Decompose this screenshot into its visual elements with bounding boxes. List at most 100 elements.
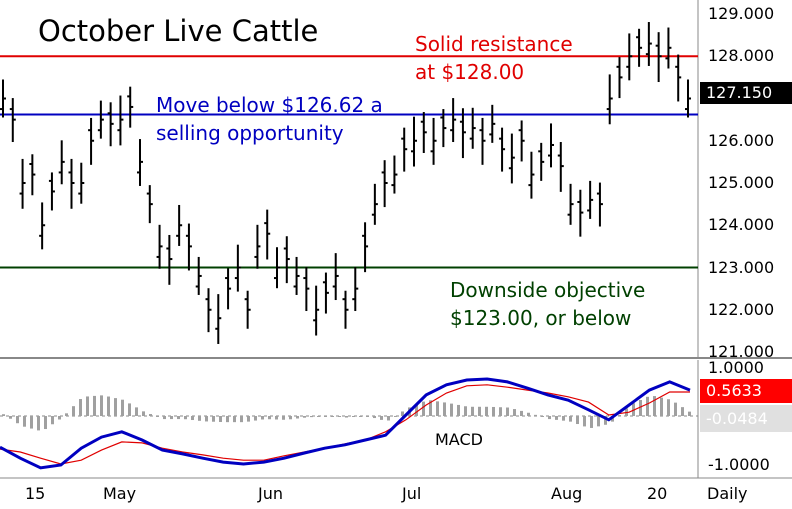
macd-histogram-bar (156, 416, 159, 417)
sell-label-1: Move below $126.62 a (156, 93, 383, 117)
period-label[interactable]: Daily (707, 484, 748, 503)
macd-histogram-bar (86, 396, 89, 416)
macd-histogram-bar (506, 407, 509, 416)
macd-histogram-bar (387, 416, 390, 421)
signal-line (0, 384, 690, 465)
macd-histogram-bar (464, 406, 467, 416)
macd-histogram-bar (233, 416, 236, 423)
macd-histogram-bar (9, 416, 12, 419)
macd-histogram-bar (219, 416, 222, 422)
macd-histogram-bar (527, 412, 530, 416)
macd-histogram-bar (324, 416, 327, 417)
price-ytick: 124.000 (708, 215, 775, 235)
macd-histogram-bar (212, 416, 215, 422)
macd-histogram-bar (128, 403, 131, 416)
macd-histogram-bar (142, 411, 145, 416)
macd-histogram-bar (429, 400, 432, 416)
price-ytick: 123.000 (708, 257, 775, 277)
macd-histogram-bar (268, 416, 271, 420)
macd-histogram-bar (352, 416, 355, 418)
macd-histogram-bar (548, 416, 551, 420)
macd-histogram-bar (317, 416, 320, 417)
macd-histogram-bar (646, 396, 649, 416)
macd-histogram-bar (415, 404, 418, 416)
macd-histogram-bar (373, 416, 376, 419)
macd-histogram-bar (555, 416, 558, 420)
resistance-label-2: at $128.00 (415, 60, 525, 84)
last-price-badge: 127.150 (700, 82, 792, 104)
macd-histogram-bar (660, 397, 663, 416)
macd-histogram-bar (177, 416, 180, 420)
macd-histogram-bar (226, 416, 229, 423)
macd-histogram-bar (310, 416, 313, 418)
macd-histogram-bar (296, 416, 299, 419)
macd-histogram-bar (275, 416, 278, 420)
signal-value-badge: -0.0484 (700, 405, 792, 432)
objective-label-2: $123.00, or below (450, 306, 632, 330)
macd-histogram-bar (394, 415, 397, 417)
macd-histogram-bar (198, 416, 201, 421)
macd-label: MACD (435, 430, 483, 449)
macd-histogram-bar (65, 413, 68, 416)
macd-histogram-bar (443, 402, 446, 416)
macd-histogram-bar (2, 414, 5, 416)
xtick-may: May (103, 484, 137, 503)
price-ytick: 129.000 (708, 4, 775, 23)
macd-histogram-bar (681, 407, 684, 416)
macd-histogram-bar (331, 416, 334, 417)
macd-histogram-bar (674, 402, 677, 416)
macd-histogram-bar (79, 399, 82, 416)
macd-histogram-bar (576, 416, 579, 425)
macd-histogram-bar (282, 416, 285, 420)
macd-histogram-bar (205, 416, 208, 422)
price-ytick: 128.000 (708, 46, 775, 66)
macd-histogram-bar (401, 411, 404, 416)
macd-histogram-bar (93, 395, 96, 416)
macd-histogram-bar (653, 396, 656, 416)
macd-histogram-bar (366, 416, 369, 417)
macd-histogram-bar (541, 416, 544, 417)
macd-histogram-bar (583, 416, 586, 427)
macd-histogram-bar (107, 396, 110, 416)
macd-histogram-bar (44, 416, 47, 430)
macd-histogram-bar (149, 414, 152, 416)
macd-histogram-bar (485, 406, 488, 416)
macd-ytick-bottom: -1.0000 (708, 455, 770, 474)
macd-histogram-bar (499, 407, 502, 416)
macd-histogram-bar (569, 416, 572, 422)
macd-histogram-bar (261, 416, 264, 420)
macd-histogram-bar (289, 416, 292, 420)
macd-histogram-bar (303, 416, 306, 418)
xtick-15: 15 (25, 484, 46, 503)
macd-histogram-bar (688, 411, 691, 416)
sell-label-2: selling opportunity (156, 121, 344, 145)
macd-histogram-bar (184, 416, 187, 420)
macd-histogram-bar (191, 416, 194, 421)
price-ytick: 126.000 (708, 130, 775, 150)
macd-histogram-bar (345, 416, 348, 418)
xtick-jul: Jul (402, 484, 422, 503)
macd-histogram-bar (457, 404, 460, 416)
xtick-aug: Aug (551, 484, 583, 503)
macd-histogram-bar (513, 409, 516, 416)
macd-histogram-bar (58, 416, 61, 420)
price-ytick: 121.000 (708, 342, 775, 361)
macd-histogram-bar (590, 416, 593, 428)
macd-histogram-bar (16, 416, 19, 424)
xtick-20: 20 (647, 484, 668, 503)
macd-histogram-bar (436, 401, 439, 416)
macd-histogram-bar (338, 416, 341, 418)
macd-histogram-bar (618, 414, 621, 416)
macd-histogram-bar (100, 395, 103, 416)
xtick-jun: Jun (258, 484, 283, 503)
macd-histogram-bar (597, 416, 600, 427)
macd-histogram-bar (604, 416, 607, 425)
macd-histogram-bar (380, 416, 383, 420)
macd-histogram-bar (51, 416, 54, 425)
macd-histogram-bar (520, 410, 523, 416)
macd-histogram-bar (37, 416, 40, 431)
macd-histogram-bar (422, 401, 425, 416)
resistance-label-1: Solid resistance (415, 32, 573, 56)
macd-histogram-bar (492, 406, 495, 416)
